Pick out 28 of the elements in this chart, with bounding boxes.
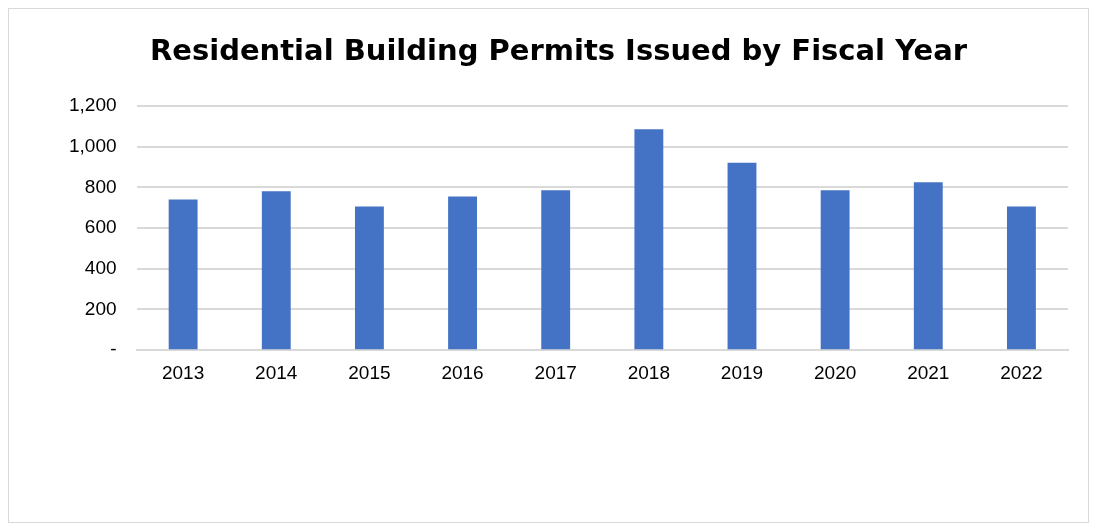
x-tick-label: 2015 <box>348 361 391 383</box>
bar <box>727 162 757 350</box>
x-tick-label: 2019 <box>720 361 764 383</box>
bar <box>820 190 850 350</box>
y-tick-label: 600 <box>84 216 117 238</box>
bar <box>634 129 664 350</box>
y-tick-label: 800 <box>84 175 117 197</box>
y-tick-label: 1,200 <box>69 94 117 116</box>
y-tick-label: - <box>110 338 117 360</box>
chart-title: Residential Building Permits Issued by Fiscal Year <box>149 32 968 67</box>
x-tick-label: 2022 <box>1000 361 1043 383</box>
bar <box>261 191 291 350</box>
x-tick-label: 2013 <box>161 361 205 383</box>
x-tick-label: 2014 <box>255 361 298 383</box>
y-tick-label: 1,000 <box>69 134 117 156</box>
x-tick-label: 2016 <box>441 361 484 383</box>
bar <box>913 182 943 350</box>
bar <box>1006 206 1036 350</box>
y-tick-label: 200 <box>84 297 117 319</box>
bar <box>168 199 198 350</box>
bar <box>541 190 571 350</box>
y-tick-label: 400 <box>84 256 117 278</box>
x-tick-label: 2017 <box>534 361 577 383</box>
bar <box>448 196 477 350</box>
x-tick-label: 2021 <box>907 361 950 383</box>
bar <box>354 206 384 350</box>
x-tick-label: 2018 <box>627 361 670 383</box>
x-tick-label: 2020 <box>814 361 857 383</box>
